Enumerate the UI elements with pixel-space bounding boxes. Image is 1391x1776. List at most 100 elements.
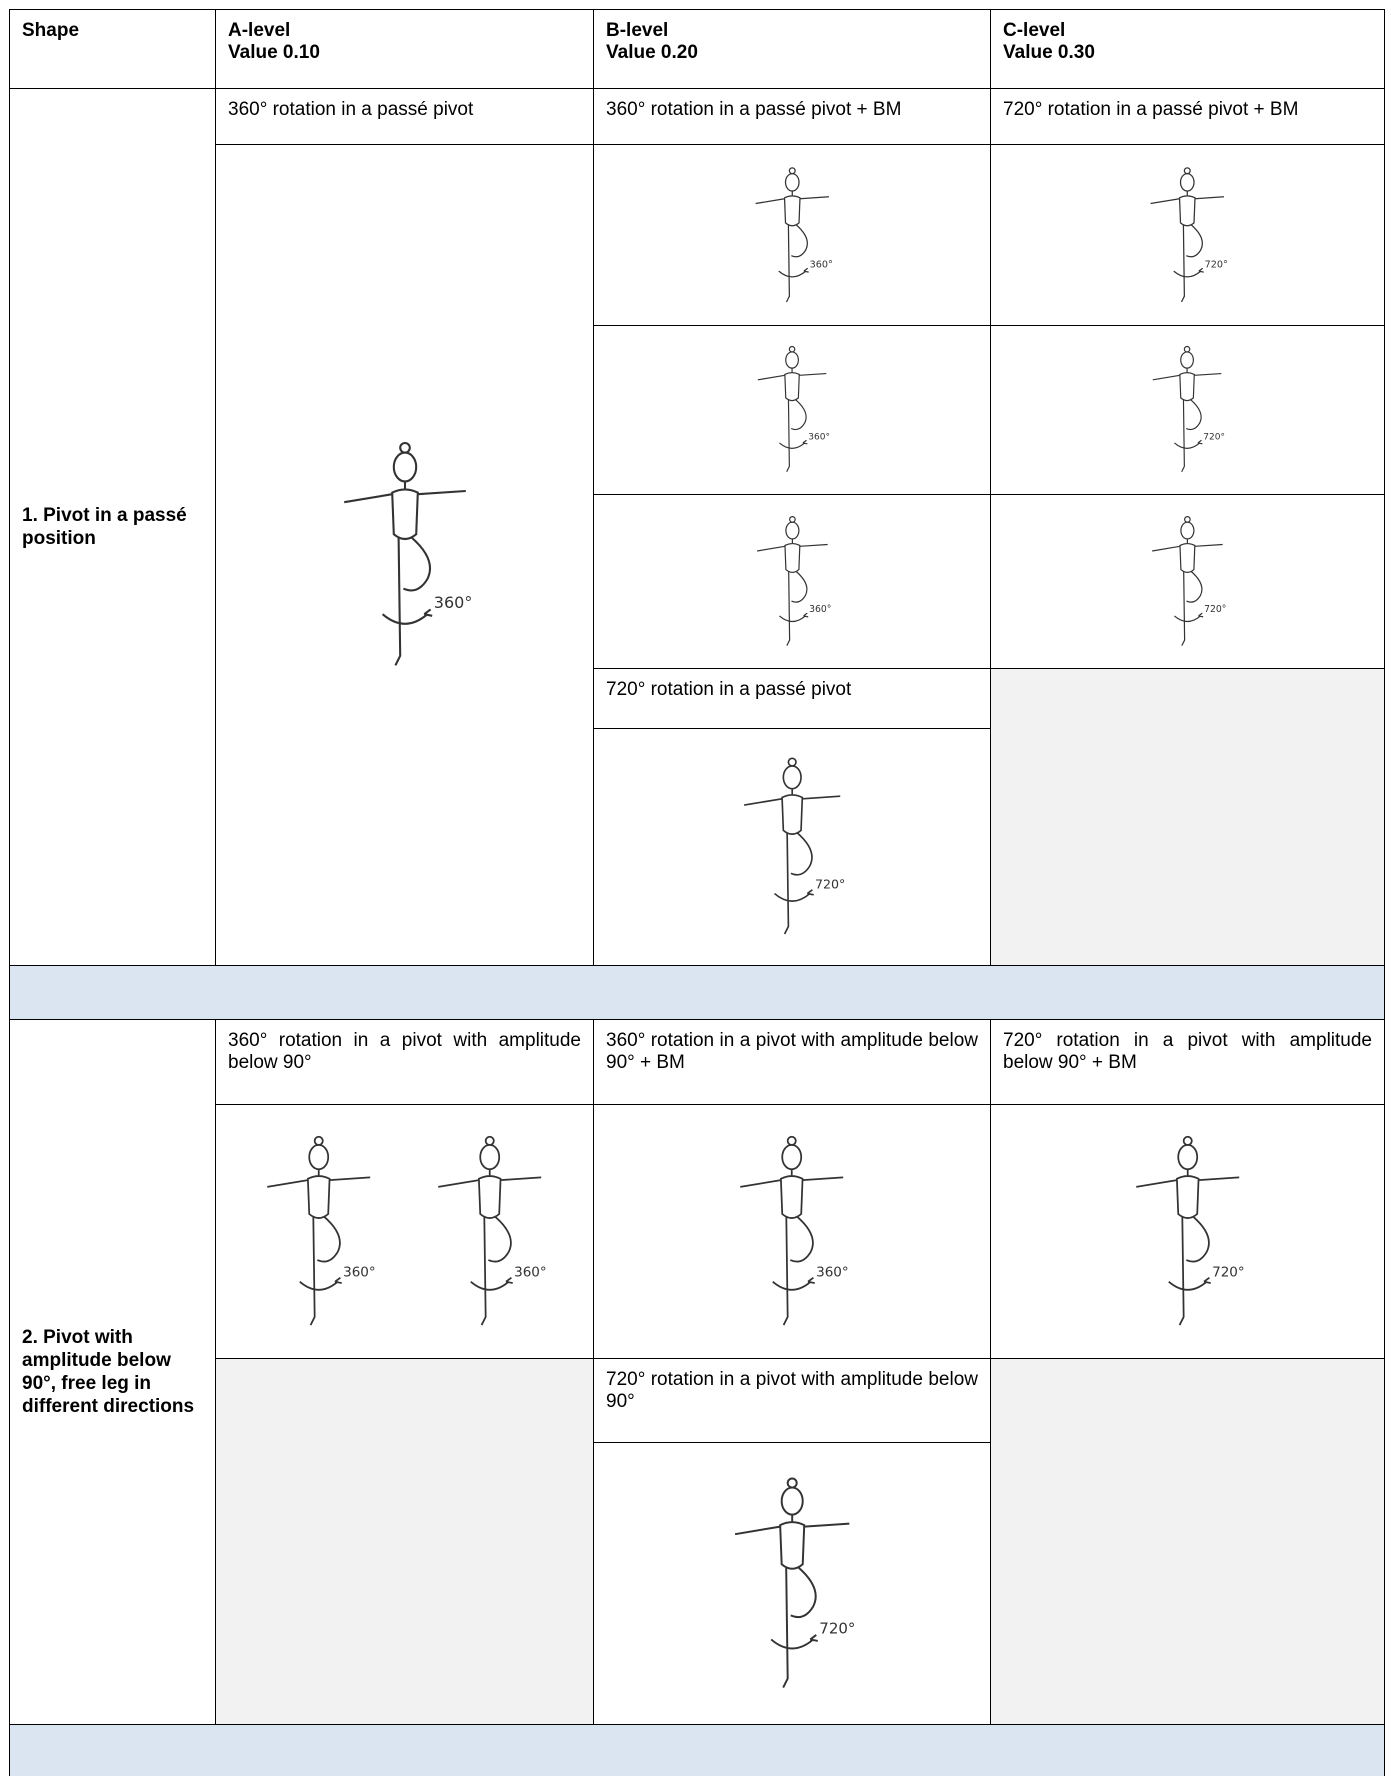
line-art	[778, 271, 805, 277]
line-art	[810, 1635, 818, 1641]
rotation-label: 720°	[1205, 259, 1228, 270]
figure-cell: 360°	[215, 144, 594, 966]
line-art	[308, 1169, 330, 1218]
figure-cell: 360°	[593, 325, 991, 495]
line-art	[1153, 374, 1221, 380]
line-art	[758, 374, 826, 380]
element-text: 720° rotation in a passé pivot	[593, 668, 991, 729]
line-art	[480, 1145, 499, 1169]
line-art	[1178, 1145, 1197, 1169]
illustration: 720°	[1120, 1130, 1255, 1333]
line-art	[807, 890, 813, 895]
line-art	[310, 1145, 329, 1169]
line-art	[1180, 539, 1195, 572]
rotation-label: 360°	[809, 604, 831, 615]
line-art	[382, 614, 427, 624]
element-text: 360° rotation in a pivot with amplitude …	[593, 1019, 991, 1105]
line-art	[784, 191, 799, 226]
rotation-label: 720°	[815, 877, 845, 892]
line-art	[344, 491, 466, 502]
line-art	[1175, 616, 1201, 622]
illustration: 720°	[717, 1471, 867, 1697]
line-art	[1181, 173, 1195, 190]
line-art	[785, 539, 800, 572]
empty-cell	[990, 1358, 1385, 1725]
rotation-label: 360°	[343, 1264, 376, 1280]
line-art	[1182, 571, 1202, 645]
line-art	[506, 1278, 513, 1283]
line-art	[789, 347, 794, 352]
line-art	[788, 759, 796, 767]
line-art	[784, 833, 811, 934]
gymnast	[757, 517, 828, 646]
line-art	[784, 1217, 813, 1325]
line-art	[1183, 1137, 1191, 1145]
line-art	[773, 1282, 811, 1290]
line-art	[482, 1217, 511, 1325]
line-art	[471, 1282, 509, 1290]
line-art	[744, 796, 840, 805]
element-text: 360° rotation in a passé pivot + BM	[593, 88, 991, 145]
line-art	[803, 441, 808, 445]
illustration: 720°	[1142, 342, 1232, 477]
illustration: 360°	[325, 435, 485, 675]
line-art	[268, 1177, 371, 1186]
line-art	[438, 1177, 541, 1186]
line-art	[781, 1487, 802, 1514]
line-art	[1175, 443, 1200, 448]
line-art	[779, 443, 804, 448]
illustration: 360°	[746, 512, 839, 651]
line-art	[771, 1639, 813, 1648]
line-art	[757, 544, 828, 550]
line-art	[786, 352, 799, 368]
element-text: 360° rotation in a pivot with amplitude …	[215, 1019, 594, 1105]
rotation-label: 720°	[1212, 1264, 1245, 1280]
rotation-label: 720°	[819, 1619, 855, 1637]
line-art	[787, 1478, 796, 1487]
figure-cell: 720°	[990, 1104, 1385, 1359]
rotation-label: 720°	[1204, 433, 1226, 443]
line-art	[804, 268, 809, 272]
line-art	[1204, 1278, 1211, 1283]
line-art	[392, 481, 418, 539]
line-art	[400, 443, 410, 453]
element-text: 720° rotation in a pivot with amplitude …	[593, 1358, 991, 1443]
shape-cell: 2. Pivot with amplitude below 90°, free …	[9, 1019, 216, 1725]
level-name: C-level	[1003, 20, 1372, 42]
rotation-label: 360°	[514, 1264, 547, 1280]
line-art	[779, 616, 805, 622]
illustration: 360°	[744, 163, 841, 308]
element-text: 360° rotation in a passé pivot	[215, 88, 594, 145]
line-art	[1136, 1177, 1239, 1186]
line-art	[300, 1282, 338, 1290]
figure-cell: 360°	[593, 144, 991, 326]
gymnast	[344, 443, 466, 665]
level-value: Value 0.10	[228, 42, 581, 64]
line-art	[787, 400, 806, 472]
illustration: 360°	[724, 1130, 859, 1333]
line-art	[335, 1278, 342, 1283]
rotation-label: 360°	[809, 259, 832, 270]
line-art	[774, 894, 809, 902]
line-art	[803, 613, 808, 617]
line-art	[1198, 441, 1203, 445]
line-art	[479, 1169, 501, 1218]
gymnast	[438, 1137, 541, 1325]
level-name: B-level	[606, 20, 978, 42]
illustration: 720°	[1141, 512, 1234, 651]
line-art	[786, 571, 806, 645]
separator-band	[9, 965, 1385, 1020]
line-art	[1151, 196, 1224, 203]
line-art	[1181, 352, 1194, 368]
element-text: 720° rotation in a passé pivot + BM	[990, 88, 1385, 145]
gymnast	[758, 347, 826, 472]
line-art	[395, 537, 430, 665]
gymnast	[1151, 167, 1224, 301]
gymnast	[268, 1137, 371, 1325]
line-art	[788, 1137, 796, 1145]
line-art	[1182, 400, 1201, 472]
gymnast	[741, 1137, 844, 1325]
line-art	[1152, 544, 1223, 550]
